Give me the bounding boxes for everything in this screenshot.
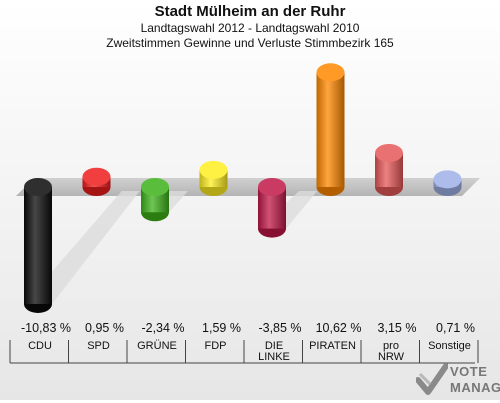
votemanager-logo: VOTE MANAGER — [415, 362, 500, 398]
value-label-5: -3,85 % — [258, 321, 301, 335]
value-label-7: 3,15 % — [378, 321, 417, 335]
bar-6 — [316, 63, 345, 196]
category-label-2: SPD — [87, 340, 110, 352]
value-label-1: -10,83 % — [21, 321, 71, 335]
value-label-2: 0,95 % — [85, 321, 124, 335]
category-label-7-line-1: pro — [383, 340, 399, 352]
bar-fill-1 — [24, 187, 52, 304]
bar-top-cap-2 — [82, 167, 111, 186]
category-label-4: FDP — [205, 340, 227, 352]
category-label-8: Sonstige — [428, 340, 471, 352]
checkmark-logo-icon — [415, 363, 449, 395]
chart-subtitle-district: Zweitstimmen Gewinne und Verluste Stimmb… — [106, 36, 394, 50]
value-label-4: 1,59 % — [202, 321, 241, 335]
bar-3 — [141, 178, 169, 222]
chart-subtitle-elections: Landtagswahl 2012 - Landtagswahl 2010 — [140, 21, 360, 35]
logo-text-vote: VOTE — [450, 364, 488, 379]
value-labels: -10,83 % 0,95 % -2,34 % 1,59 % -3,85 % 10,62 … — [21, 321, 475, 335]
bar-top-cap-5 — [258, 178, 286, 196]
bar-2 — [82, 167, 111, 196]
category-label-1: CDU — [28, 340, 52, 352]
bar-top-cap-3 — [141, 178, 169, 196]
bar-7 — [375, 143, 403, 196]
chart-title: Stadt Mülheim an der Ruhr — [154, 3, 346, 20]
bar-shadow-1 — [24, 191, 140, 304]
category-label-5-line-2: LINKE — [258, 351, 290, 363]
bar-fill-6 — [316, 72, 345, 187]
bar-8 — [433, 170, 462, 196]
bar-top-cap-7 — [375, 143, 403, 162]
category-label-7-line-2: NRW — [378, 351, 405, 363]
bar-top-cap-6 — [316, 63, 345, 82]
bar-top-cap-4 — [199, 160, 228, 179]
category-label-6: PIRATEN — [309, 340, 356, 352]
bar-top-cap-1 — [24, 178, 52, 196]
bar-5 — [258, 178, 286, 238]
bar-top-cap-8 — [433, 170, 462, 189]
logo-text-manager: MANAGER — [450, 380, 500, 395]
bar-1 — [24, 178, 52, 313]
value-label-6: 10,62 % — [316, 321, 362, 335]
bars — [24, 63, 462, 313]
category-label-3: GRÜNE — [137, 340, 177, 352]
value-label-8: 0,71 % — [436, 321, 475, 335]
chart-header: Stadt Mülheim an der Ruhr Landtagswahl 2… — [0, 2, 500, 51]
category-label-5-line-1: DIE — [265, 340, 283, 352]
value-label-3: -2,34 % — [141, 321, 184, 335]
bar-4 — [199, 160, 228, 196]
